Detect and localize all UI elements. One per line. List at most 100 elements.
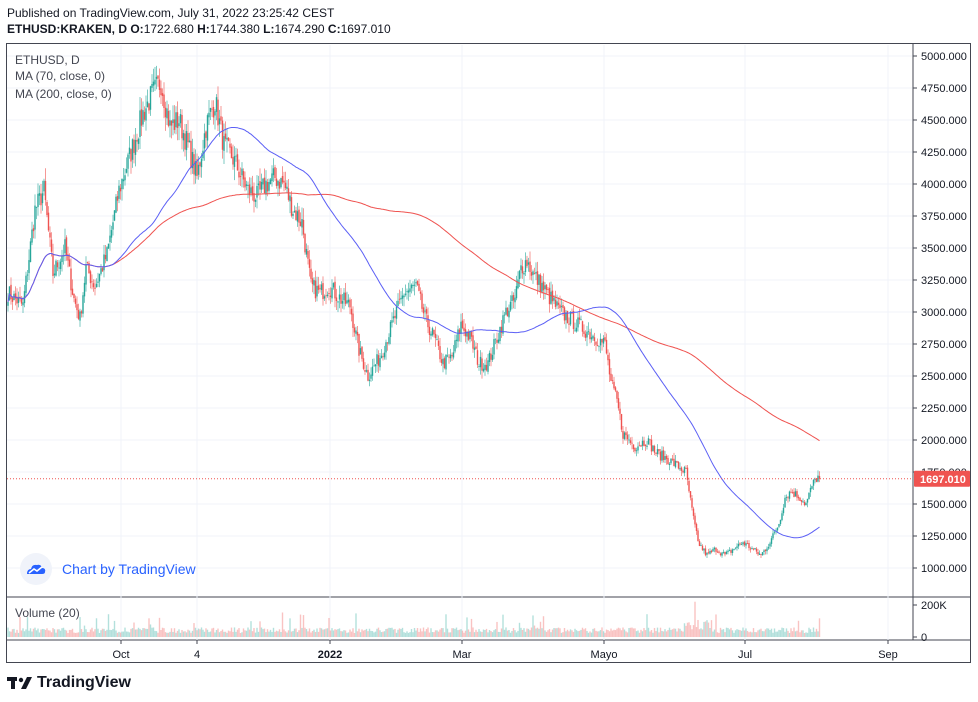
candle-body <box>215 97 218 112</box>
candle-body <box>554 299 557 307</box>
volume-bar <box>52 628 54 637</box>
volume-bar <box>560 632 563 637</box>
candle-body <box>484 364 486 370</box>
candle-body <box>721 552 723 556</box>
volume-bar <box>166 632 168 637</box>
candle-body <box>685 467 687 469</box>
candle-body <box>245 184 248 186</box>
candle-body <box>92 283 95 288</box>
volume-bar <box>536 627 539 637</box>
last-price-tag: 1697.010 <box>914 470 970 487</box>
volume-bar <box>466 617 468 637</box>
candle-body <box>542 281 545 291</box>
candle-body <box>268 181 270 191</box>
volume-bar <box>587 632 590 637</box>
volume-bar <box>796 630 798 637</box>
candle-body <box>32 228 35 232</box>
candle-body <box>611 379 614 381</box>
volume-bar <box>479 631 482 637</box>
candle-body <box>241 168 243 176</box>
candle-body <box>416 281 419 285</box>
legend-volume[interactable]: Volume (20) <box>15 606 80 620</box>
chart-watermark[interactable]: Chart by TradingView <box>20 553 196 585</box>
candle-body <box>70 268 72 291</box>
candle-body <box>718 551 720 553</box>
volume-bar <box>334 629 336 637</box>
candle-body <box>677 461 680 469</box>
candle-body <box>508 310 510 318</box>
candle-body <box>77 309 80 319</box>
candle-body <box>334 281 336 299</box>
ohlc-line: ETHUSD:KRAKEN, D O:1722.680 H:1744.380 L… <box>7 22 391 36</box>
volume-bar <box>553 627 555 637</box>
candle-body <box>274 167 276 179</box>
volume-bar <box>199 629 201 637</box>
candle-body <box>323 296 326 299</box>
candle-body <box>253 193 255 202</box>
volume-bar <box>10 631 12 637</box>
candle-body <box>119 187 122 192</box>
volume-bar <box>187 629 189 637</box>
footer-logo[interactable]: TradingView <box>7 674 131 692</box>
volume-bar <box>754 632 756 637</box>
volume-bar <box>520 627 522 637</box>
volume-bar <box>556 628 558 637</box>
chart-frame[interactable] <box>6 43 971 663</box>
volume-bar <box>317 631 320 637</box>
volume-bar <box>577 631 579 637</box>
candle-body <box>358 333 360 356</box>
candle-body <box>134 139 137 155</box>
volume-bar <box>356 631 359 637</box>
volume-bar <box>737 629 740 637</box>
volume-bar <box>341 631 344 637</box>
candle-body <box>407 290 410 293</box>
volume-bar <box>406 631 408 637</box>
volume-bar <box>86 632 89 637</box>
candle-body <box>364 370 366 372</box>
volume-bar <box>694 601 696 637</box>
volume-bar <box>118 631 120 637</box>
volume-bar <box>463 632 465 637</box>
candle-body <box>304 233 306 253</box>
volume-bar <box>574 628 576 637</box>
candle-body <box>317 285 320 290</box>
volume-bar <box>394 628 396 637</box>
candle-body <box>280 178 282 188</box>
price-tick-label: 1500.000 <box>921 499 967 511</box>
volume-bar <box>794 631 797 637</box>
volume-bar <box>403 632 405 637</box>
candle-body <box>595 341 597 345</box>
volume-bar <box>127 631 129 637</box>
volume-bar <box>742 627 744 637</box>
volume-bar <box>343 630 345 637</box>
volume-bar <box>668 627 671 637</box>
candle-body <box>158 79 161 90</box>
candle-body <box>80 311 83 314</box>
volume-bar <box>218 632 221 637</box>
volume-bar <box>752 628 755 637</box>
candle-body <box>394 315 396 318</box>
candle-body <box>83 282 86 297</box>
watermark-text[interactable]: Chart by TradingView <box>62 561 196 577</box>
volume-bar <box>589 631 591 637</box>
candle-body <box>356 331 359 336</box>
volume-bar <box>268 631 270 637</box>
candle-body <box>223 136 225 151</box>
low-label: L: <box>263 22 275 36</box>
legend-ma200[interactable]: MA (200, close, 0) <box>15 87 112 101</box>
volume-bar <box>349 629 351 637</box>
candle-body <box>361 346 363 359</box>
candle-body <box>790 491 792 493</box>
candle-body <box>794 491 797 497</box>
volume-bar <box>337 629 339 637</box>
candle-body <box>746 543 749 544</box>
candle-body <box>728 549 731 551</box>
volume-bar <box>791 631 794 637</box>
time-tick-label: Mar <box>453 649 472 661</box>
candle-body <box>28 260 30 274</box>
volume-bar <box>371 631 374 637</box>
volume-bar <box>89 629 92 637</box>
legend-ma70[interactable]: MA (70, close, 0) <box>15 69 106 83</box>
volume-bar <box>784 631 786 637</box>
